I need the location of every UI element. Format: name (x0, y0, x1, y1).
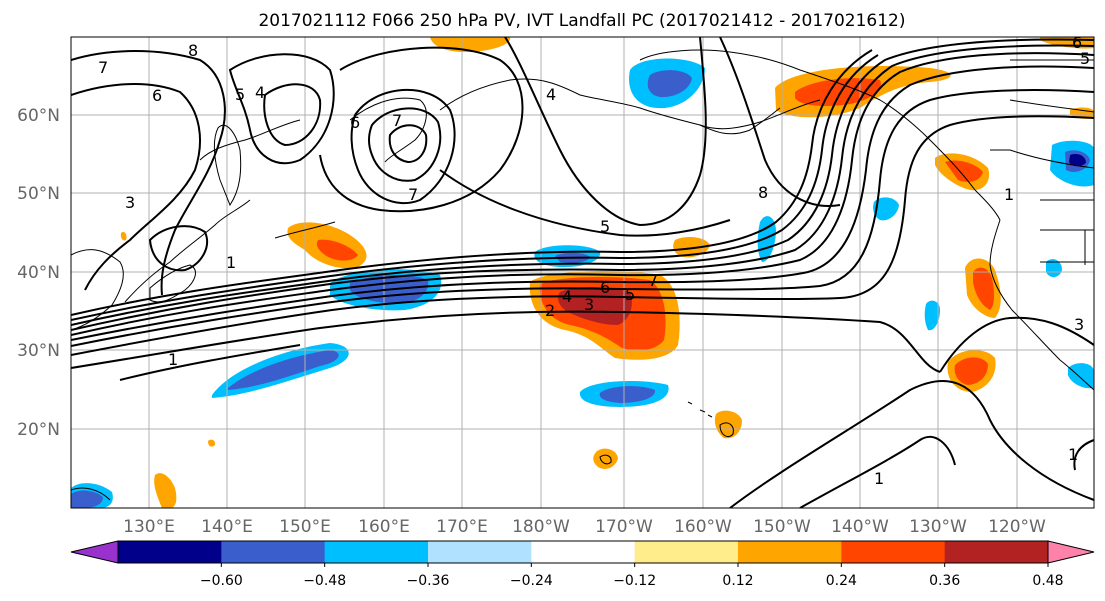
contour-label: 2 (545, 301, 555, 320)
colorbar-cell (118, 541, 222, 563)
map-frame (70, 36, 1095, 509)
negative-anomaly-region (873, 197, 899, 221)
negative-anomaly-core (71, 490, 103, 508)
contour-label: 7 (392, 111, 402, 130)
colorbar-tick-label: 0.36 (929, 573, 960, 589)
coastlines (71, 49, 1094, 501)
lon-label: 170°W (595, 517, 653, 537)
contour-label: 1 (1004, 185, 1014, 204)
colorbar-cell (221, 541, 326, 563)
contour-label: 3 (125, 193, 135, 212)
colorbar-tick-label: −0.24 (510, 573, 553, 589)
lon-label: 160°W (674, 517, 732, 537)
positive-anomaly-region (208, 439, 216, 447)
negative-anomaly-region (1046, 259, 1062, 278)
colorbar-tick-label: −0.48 (303, 573, 346, 589)
contour-label: 8 (188, 41, 198, 60)
lat-label: 40°N (17, 263, 60, 283)
colorbar-tick-label: 0.12 (722, 573, 753, 589)
contour-label: 6 (152, 86, 162, 105)
contour-label: 5 (235, 85, 245, 104)
lon-label: 130°W (909, 517, 967, 537)
lon-label: 140°E (201, 517, 253, 537)
colorbar-tick-label: −0.12 (613, 573, 656, 589)
colorbar-tick-label: 0.24 (826, 573, 857, 589)
contour-label: 3 (1074, 315, 1084, 334)
negative-anomaly-core (647, 70, 692, 98)
colorbar-cell (738, 541, 842, 563)
positive-anomaly-region (1070, 107, 1094, 119)
lon-label: 150°E (279, 517, 331, 537)
positive-anomaly-core (954, 357, 988, 385)
contour-label: 7 (98, 58, 108, 77)
latitude-labels: 60°N 50°N 40°N 30°N 20°N (17, 106, 60, 440)
positive-anomaly-region (673, 237, 710, 258)
lon-label: 170°E (436, 517, 488, 537)
negative-anomaly-core (228, 350, 339, 390)
lon-label: 160°E (358, 517, 410, 537)
positive-anomaly-core (973, 267, 995, 310)
contour-label: 6 (1072, 33, 1082, 52)
colorbar-frame (117, 540, 1049, 564)
lat-label: 20°N (17, 420, 60, 440)
positive-anomaly-region (120, 231, 127, 241)
colorbar-tick-label: −0.60 (200, 573, 243, 589)
contour-label: 5 (1080, 49, 1090, 68)
contour-label: 8 (758, 183, 768, 202)
positive-anomaly-core (316, 239, 358, 261)
contour-label: 1 (168, 350, 178, 369)
lon-label: 150°W (753, 517, 811, 537)
colorbar-tick-label: −0.36 (407, 573, 450, 589)
negative-anomaly-region (1068, 363, 1094, 389)
lat-label: 30°N (17, 341, 60, 361)
colorbar-tick-label: 0.48 (1032, 573, 1063, 589)
contour-label: 4 (546, 85, 556, 104)
lon-label: 130°E (123, 517, 175, 537)
contour-label: 1 (1068, 445, 1078, 464)
contour-label: 3 (584, 295, 594, 314)
contour-label: 4 (562, 287, 572, 306)
contour-label: 5 (625, 285, 635, 304)
colorbar-cell (428, 541, 532, 563)
contour-label: 7 (408, 185, 418, 204)
negative-anomaly-core (599, 386, 656, 403)
lat-label: 60°N (17, 106, 60, 126)
lat-label: 50°N (17, 184, 60, 204)
contour-label: 1 (226, 253, 236, 272)
pv-contours (71, 37, 1094, 508)
negative-anomaly-region (924, 300, 940, 331)
colorbar-cell (841, 541, 946, 563)
positive-anomaly-region (154, 473, 177, 508)
lon-label: 140°W (831, 517, 889, 537)
colorbar-extend-high (1047, 540, 1095, 564)
contour-label: 7 (648, 271, 658, 290)
colorbar-cell (634, 541, 739, 563)
contour-label: 1 (874, 469, 884, 488)
contour-label: 6 (600, 278, 610, 297)
lon-label: 180°W (512, 517, 570, 537)
colorbar-cell (531, 541, 636, 563)
longitude-labels: 130°E 140°E 150°E 160°E 170°E 180°W 170°… (123, 517, 1046, 537)
lon-label: 120°W (988, 517, 1046, 537)
contour-label: 4 (255, 83, 265, 102)
negative-anomaly-core (1069, 153, 1086, 167)
colorbar-cell (324, 541, 429, 563)
map-area: 8 7 6 5 4 7 6 3 1 1 6 5 4 3 2 7 5 8 1 1 (70, 33, 1095, 509)
contour-labels: 8 7 6 5 4 7 6 3 1 1 6 5 4 3 2 7 5 8 1 1 (98, 33, 1090, 488)
contour-label: 5 (600, 217, 610, 236)
negative-anomaly-region (757, 216, 776, 262)
figure-title: 2017021112 F066 250 hPa PV, IVT Landfall… (258, 11, 905, 31)
colorbar-cell (944, 541, 1049, 563)
colorbar: −0.60 −0.48 −0.36 −0.24 −0.12 0.12 0.24 0.36 0.4… (70, 540, 1095, 589)
colorbar-extend-low (70, 540, 119, 564)
positive-anomaly-region (593, 448, 618, 469)
contour-label: 6 (350, 113, 360, 132)
